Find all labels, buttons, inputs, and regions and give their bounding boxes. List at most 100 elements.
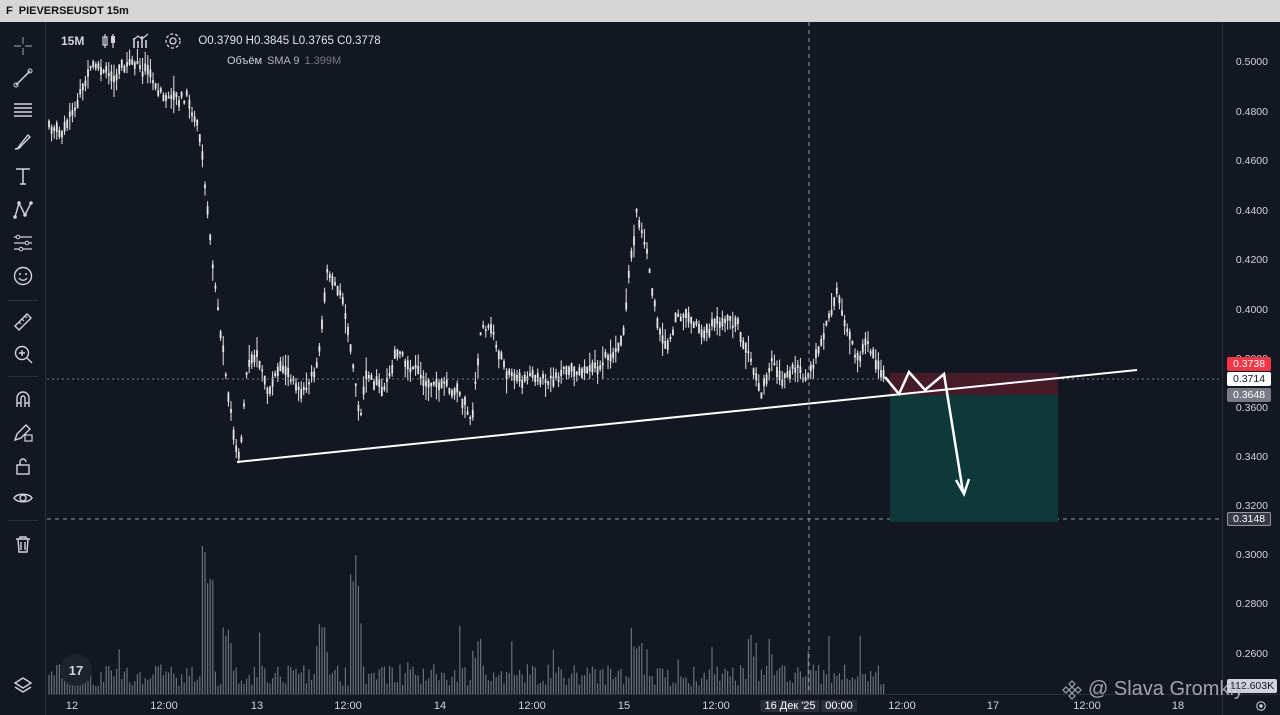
volume-bar bbox=[620, 668, 622, 694]
pattern-icon[interactable] bbox=[9, 196, 37, 224]
candle-body bbox=[310, 372, 313, 377]
pencil-lock-icon[interactable] bbox=[9, 418, 37, 446]
volume-bar bbox=[308, 669, 310, 694]
volume-bar bbox=[417, 675, 419, 694]
candle-body bbox=[666, 340, 669, 350]
volume-bar bbox=[391, 667, 393, 694]
candle-body bbox=[497, 350, 500, 360]
volume-bar bbox=[376, 679, 378, 694]
candle-body bbox=[874, 360, 877, 370]
volume-bar bbox=[607, 665, 609, 694]
chart-plot-area[interactable]: ‹ bbox=[47, 22, 1222, 694]
candle-body bbox=[744, 342, 747, 353]
candle-body bbox=[412, 366, 414, 370]
toolbar-divider bbox=[8, 300, 38, 301]
settings-gear-icon[interactable] bbox=[162, 30, 184, 52]
price-chart[interactable] bbox=[47, 22, 1222, 694]
candle-body bbox=[648, 268, 651, 273]
candle-body bbox=[617, 342, 620, 352]
candle-body bbox=[136, 61, 139, 65]
horizontal-lines-icon[interactable] bbox=[9, 96, 37, 124]
candle-body bbox=[838, 296, 841, 304]
ruler-icon[interactable] bbox=[9, 308, 37, 336]
price-axis[interactable]: 0.5000 0.4800 0.4600 0.4400 0.4200 0.400… bbox=[1222, 22, 1280, 694]
volume-bar bbox=[532, 665, 534, 694]
axis-settings-corner[interactable] bbox=[1222, 694, 1280, 715]
axis-settings-icon[interactable] bbox=[1255, 700, 1267, 712]
volume-bar bbox=[638, 646, 640, 694]
volume-bar bbox=[763, 674, 765, 694]
candle-body bbox=[89, 65, 92, 69]
volume-bar bbox=[724, 668, 726, 694]
candle-body bbox=[737, 318, 739, 325]
lock-icon[interactable] bbox=[9, 452, 37, 480]
watermark-text: @ Slava Gromkiy bbox=[1088, 678, 1244, 700]
candle-body bbox=[170, 94, 173, 100]
volume-bar bbox=[170, 666, 172, 694]
trash-icon[interactable] bbox=[9, 530, 37, 558]
candle-body bbox=[804, 377, 807, 381]
candle-body bbox=[484, 329, 487, 332]
volume-bar bbox=[599, 669, 601, 694]
candle-body bbox=[851, 340, 854, 345]
volume-bar bbox=[204, 551, 206, 694]
candle-body bbox=[586, 366, 589, 374]
candle-body bbox=[679, 316, 682, 322]
volume-bar bbox=[708, 669, 710, 694]
candle-body bbox=[326, 268, 329, 273]
candle-body bbox=[451, 390, 453, 397]
candle-body bbox=[643, 241, 646, 245]
volume-bar bbox=[97, 685, 99, 694]
binance-logo-icon bbox=[1062, 679, 1082, 700]
crosshair-icon[interactable] bbox=[9, 32, 37, 60]
candle-body bbox=[79, 89, 82, 95]
candle-body bbox=[237, 451, 240, 459]
volume-bar bbox=[149, 678, 151, 694]
candles-type-icon[interactable] bbox=[98, 30, 120, 52]
tradingview-logo[interactable]: 17 bbox=[60, 654, 92, 686]
trend-line-icon[interactable] bbox=[9, 64, 37, 92]
volume-bar bbox=[737, 685, 739, 694]
interval-button[interactable]: 15M bbox=[61, 34, 85, 48]
volume-bar bbox=[295, 668, 297, 694]
volume-bar bbox=[100, 671, 102, 694]
volume-bar bbox=[820, 683, 822, 694]
stop-loss-zone[interactable] bbox=[890, 373, 1058, 395]
zoom-in-icon[interactable] bbox=[9, 340, 37, 368]
candle-body bbox=[219, 331, 222, 339]
time-axis[interactable]: 12 12:00 13 12:00 14 12:00 15 12:00 16 Д… bbox=[47, 694, 1222, 715]
support-trendline[interactable] bbox=[236, 369, 1138, 463]
volume-bar bbox=[454, 670, 456, 694]
volume-bar bbox=[357, 586, 359, 694]
volume-bar bbox=[610, 668, 612, 694]
volume-bar bbox=[386, 683, 388, 694]
emoji-icon[interactable] bbox=[9, 262, 37, 290]
volume-bar bbox=[92, 684, 94, 694]
candle-body bbox=[318, 346, 321, 352]
brush-icon[interactable] bbox=[9, 128, 37, 156]
price-label: 0.4400 bbox=[1235, 205, 1268, 217]
candle-body bbox=[835, 287, 838, 294]
candle-body bbox=[578, 367, 581, 375]
volume-bar bbox=[209, 578, 211, 694]
volume-bar bbox=[48, 674, 50, 694]
price-label: 0.2800 bbox=[1235, 598, 1268, 610]
volume-bar bbox=[779, 668, 781, 694]
object-tree-icon[interactable] bbox=[9, 672, 37, 700]
text-icon[interactable] bbox=[9, 162, 37, 190]
volume-bar bbox=[807, 651, 809, 694]
take-profit-zone[interactable] bbox=[890, 395, 1058, 522]
magnet-icon[interactable] bbox=[9, 385, 37, 413]
volume-bar bbox=[784, 665, 786, 694]
candle-body bbox=[877, 360, 880, 370]
eye-icon[interactable] bbox=[9, 484, 37, 512]
candle-body bbox=[438, 382, 440, 391]
forecast-icon[interactable] bbox=[9, 229, 37, 257]
candle-body bbox=[742, 340, 745, 349]
time-label: 12:00 bbox=[150, 700, 178, 712]
collapse-toolbar-icon[interactable]: ‹ bbox=[47, 670, 50, 686]
candle-body bbox=[266, 387, 269, 395]
volume-bar bbox=[643, 674, 645, 694]
indicators-icon[interactable] bbox=[130, 30, 152, 52]
forecast-path[interactable] bbox=[884, 369, 965, 493]
